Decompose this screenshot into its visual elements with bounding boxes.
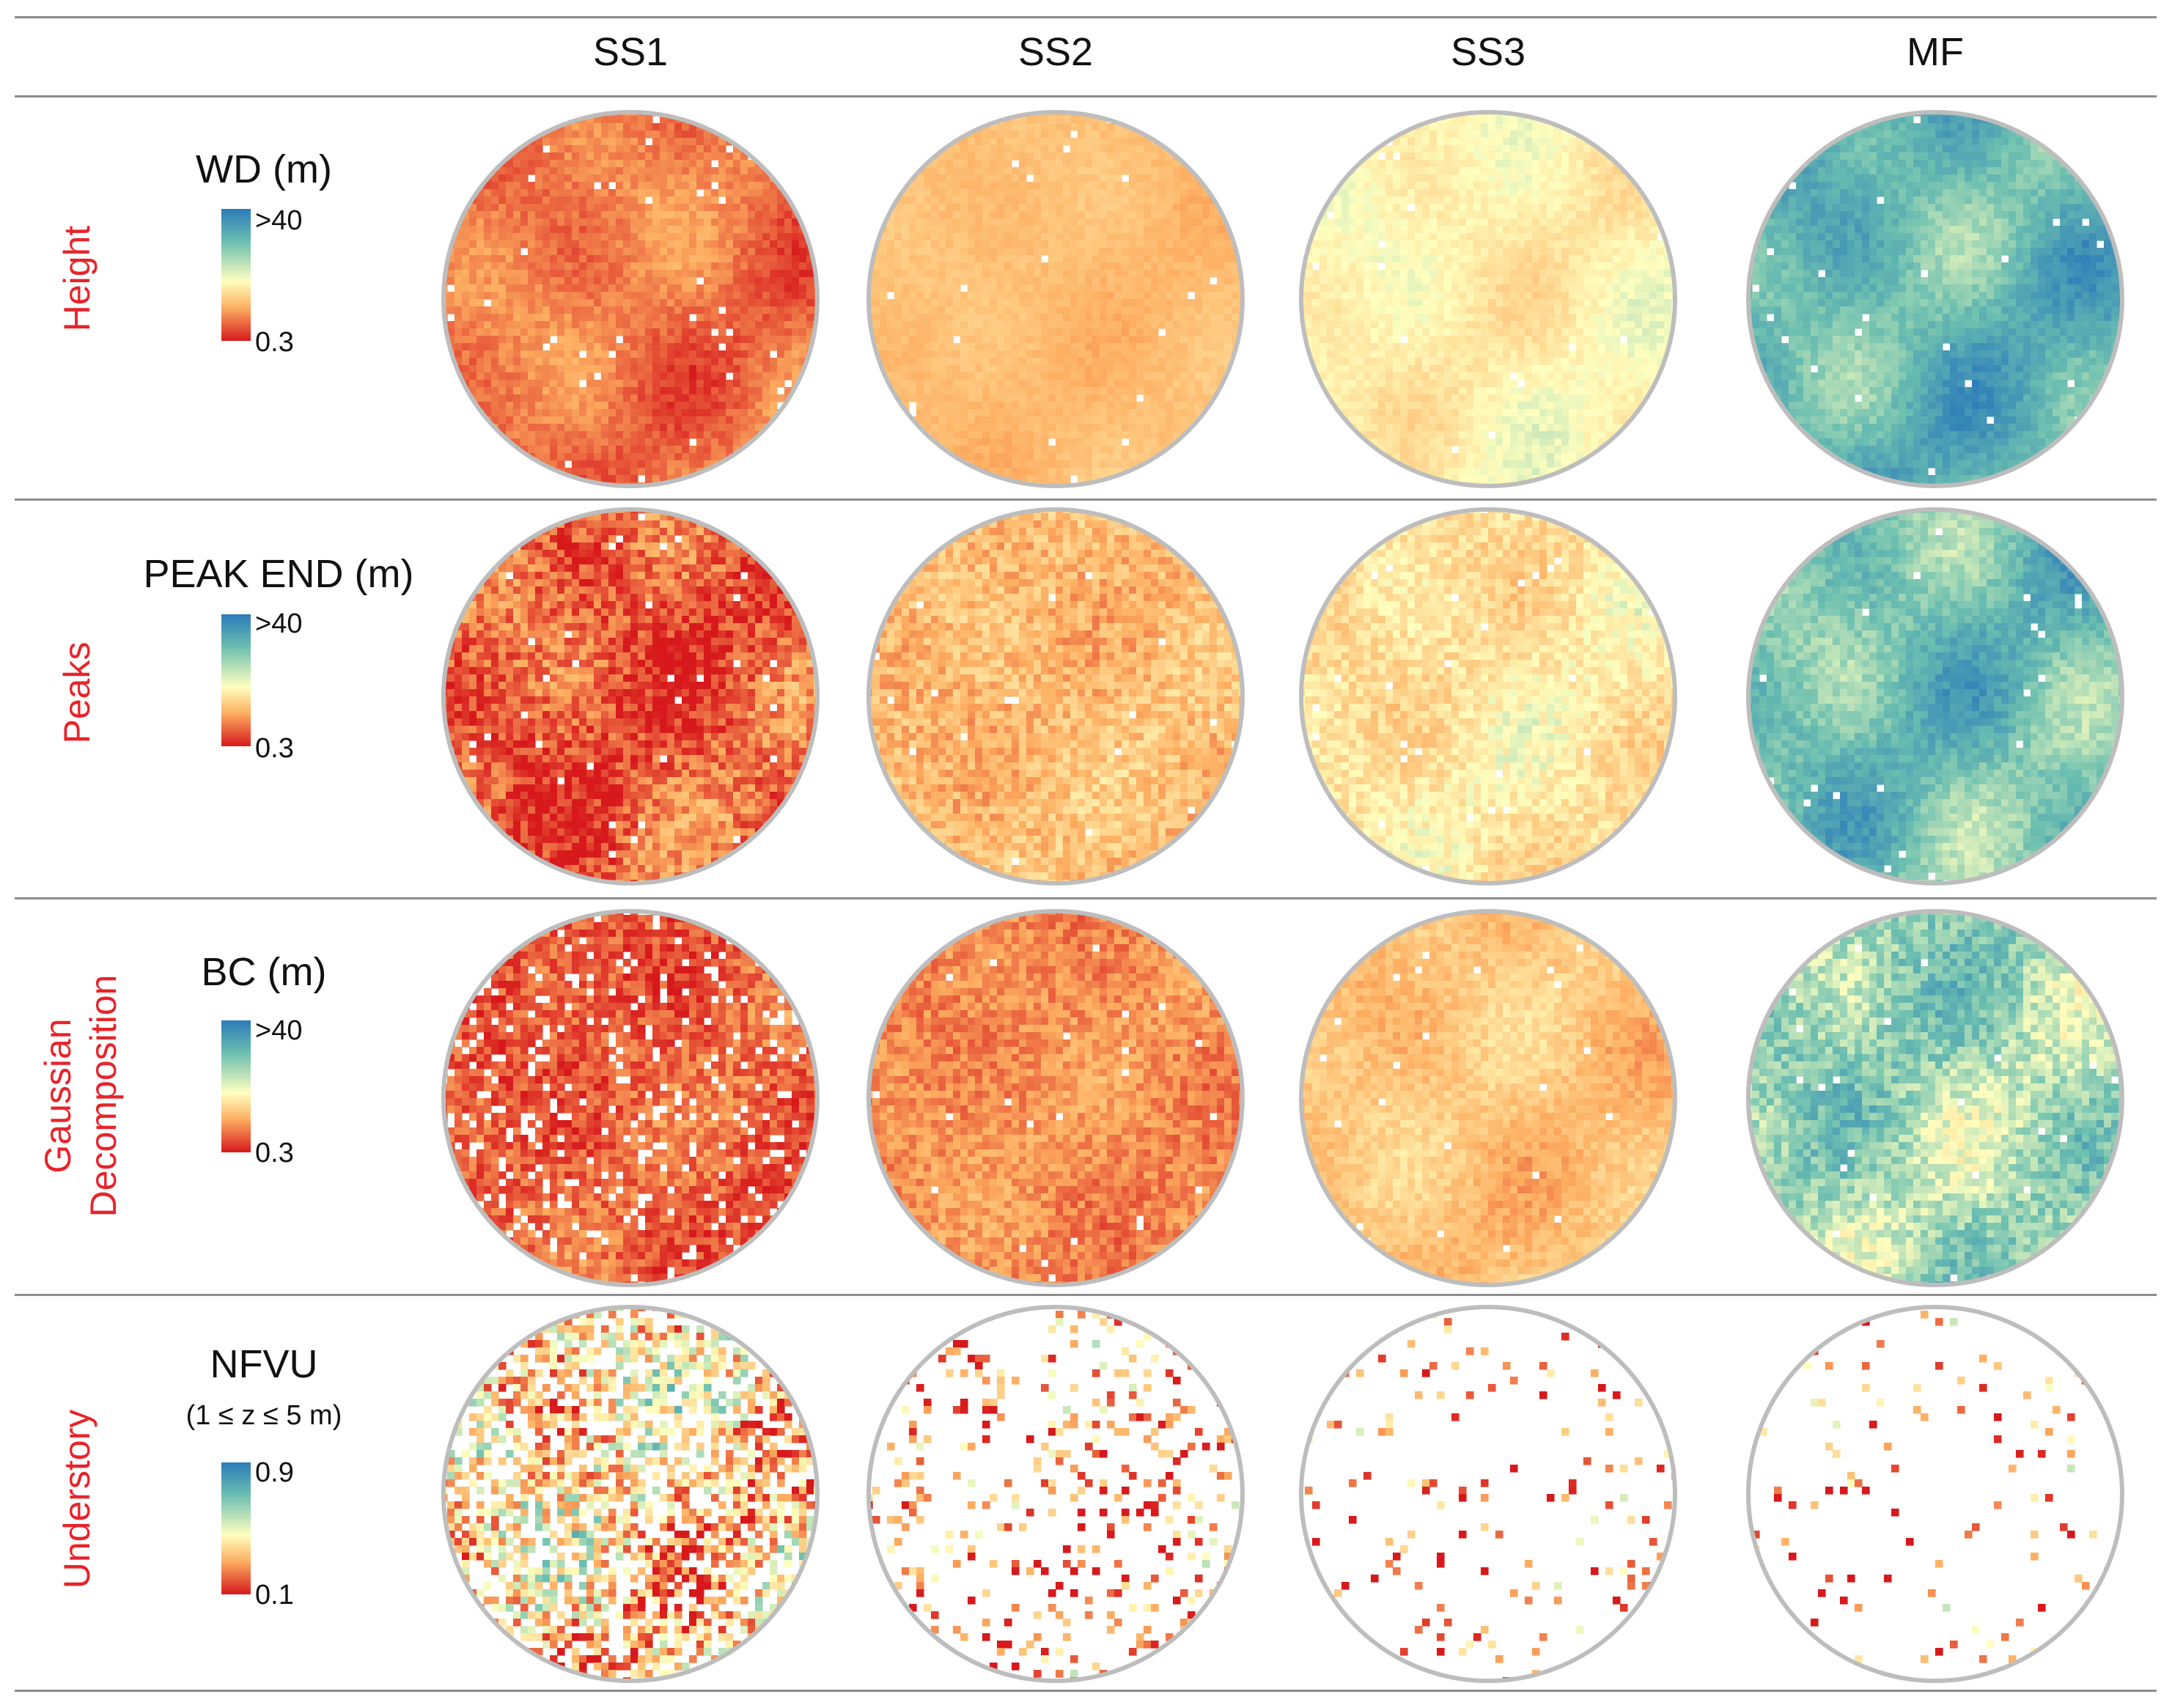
rule-row-2 xyxy=(15,897,2157,899)
map-3-3 xyxy=(1746,1305,2124,1683)
row-label-understory: Understory xyxy=(54,1410,100,1589)
map-2-1 xyxy=(866,909,1245,1287)
map-3-2 xyxy=(1299,1305,1677,1683)
colorbar-gaussian-min: 0.3 xyxy=(255,1138,294,1169)
metric-label-bc: BC (m) xyxy=(110,949,418,995)
column-header-mf: MF xyxy=(1730,29,2140,75)
rule-header xyxy=(15,95,2157,97)
map-3-0 xyxy=(441,1305,820,1683)
map-1-1 xyxy=(866,507,1245,886)
colorbar-height xyxy=(221,209,251,341)
row-label-peaks: Peaks xyxy=(54,642,100,744)
colorbar-understory-min: 0.1 xyxy=(255,1580,294,1611)
metric-label-peak-end: PEAK END (m) xyxy=(125,551,432,597)
map-1-0 xyxy=(441,507,820,886)
map-3-1 xyxy=(866,1305,1245,1683)
column-header-ss3: SS3 xyxy=(1283,29,1693,75)
map-2-3 xyxy=(1746,909,2124,1287)
rule-top xyxy=(15,16,2157,18)
colorbar-peaks-min: 0.3 xyxy=(255,733,294,765)
colorbar-peaks xyxy=(221,614,251,746)
colorbar-height-max: >40 xyxy=(255,205,302,237)
row-label-height: Height xyxy=(54,226,100,332)
column-header-ss1: SS1 xyxy=(425,29,836,75)
map-0-2 xyxy=(1299,110,1677,488)
column-header-ss2: SS2 xyxy=(850,29,1261,75)
map-1-2 xyxy=(1299,507,1677,886)
metric-sublabel-nfvu: (1 ≤ z ≤ 5 m) xyxy=(154,1400,374,1432)
map-0-1 xyxy=(866,110,1245,488)
rule-row-1 xyxy=(15,498,2157,501)
colorbar-height-min: 0.3 xyxy=(255,327,294,358)
colorbar-peaks-max: >40 xyxy=(255,608,302,640)
rule-row-3 xyxy=(15,1294,2157,1296)
map-1-3 xyxy=(1746,507,2124,886)
colorbar-understory xyxy=(221,1462,251,1594)
map-2-0 xyxy=(441,909,820,1287)
colorbar-gaussian-max: >40 xyxy=(255,1015,302,1047)
metric-label-wd: WD (m) xyxy=(110,147,418,192)
map-2-2 xyxy=(1299,909,1677,1287)
map-0-3 xyxy=(1746,110,2124,488)
colorbar-gaussian xyxy=(221,1020,251,1152)
map-0-0 xyxy=(441,110,820,488)
rule-bottom xyxy=(15,1690,2157,1692)
colorbar-understory-max: 0.9 xyxy=(255,1457,294,1489)
metric-label-nfvu: NFVU xyxy=(110,1341,418,1387)
